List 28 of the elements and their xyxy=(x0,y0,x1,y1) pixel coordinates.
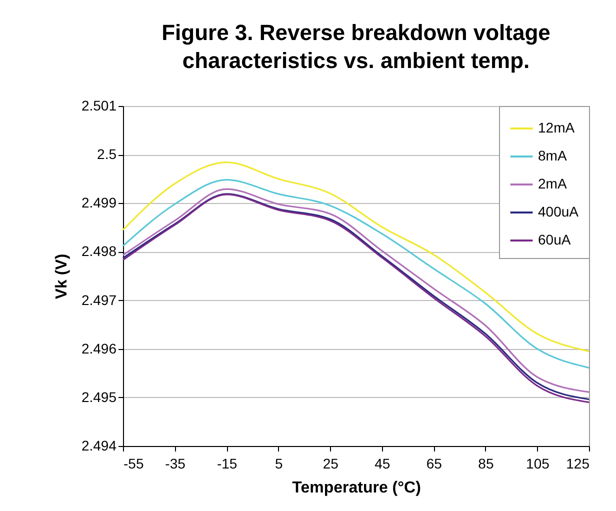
x-tick-label: 45 xyxy=(374,456,390,472)
x-tick-label: 5 xyxy=(274,456,283,472)
line-series xyxy=(122,162,590,352)
chart-title: Figure 3. Reverse breakdown voltage characteristics vs. ambient temp. xyxy=(162,20,550,73)
x-tick-label: 125 xyxy=(566,456,590,472)
legend-label: 2mA xyxy=(538,176,568,192)
y-tick-label: 2.5 xyxy=(97,146,117,162)
legend-label: 60uA xyxy=(538,232,572,248)
x-tick-label: 105 xyxy=(526,456,550,472)
line-series xyxy=(122,179,590,369)
x-axis-title: Temperature (°C) xyxy=(292,480,421,496)
x-tick-label: 25 xyxy=(322,456,339,472)
legend-label: 12mA xyxy=(538,120,576,136)
x-tick-label: 65 xyxy=(426,456,442,472)
x-tick-label: 85 xyxy=(478,456,494,472)
x-tick-label: -35 xyxy=(165,456,186,472)
x-tick-label: -55 xyxy=(124,456,144,472)
y-axis-title: Vk (V) xyxy=(53,254,70,300)
y-tick-label: 2.501 xyxy=(81,98,117,114)
y-tick-label: 2.499 xyxy=(81,194,117,211)
y-tick-label: 2.496 xyxy=(81,340,117,356)
y-tick-label: 2.495 xyxy=(81,388,117,405)
y-tick-label: 2.494 xyxy=(81,438,117,454)
y-tick-label: 2.498 xyxy=(81,243,117,260)
legend-label: 400uA xyxy=(538,204,580,220)
x-tick-label: -15 xyxy=(216,456,238,472)
y-tick-label: 2.497 xyxy=(81,292,117,308)
legend-label: 8mA xyxy=(538,148,568,164)
